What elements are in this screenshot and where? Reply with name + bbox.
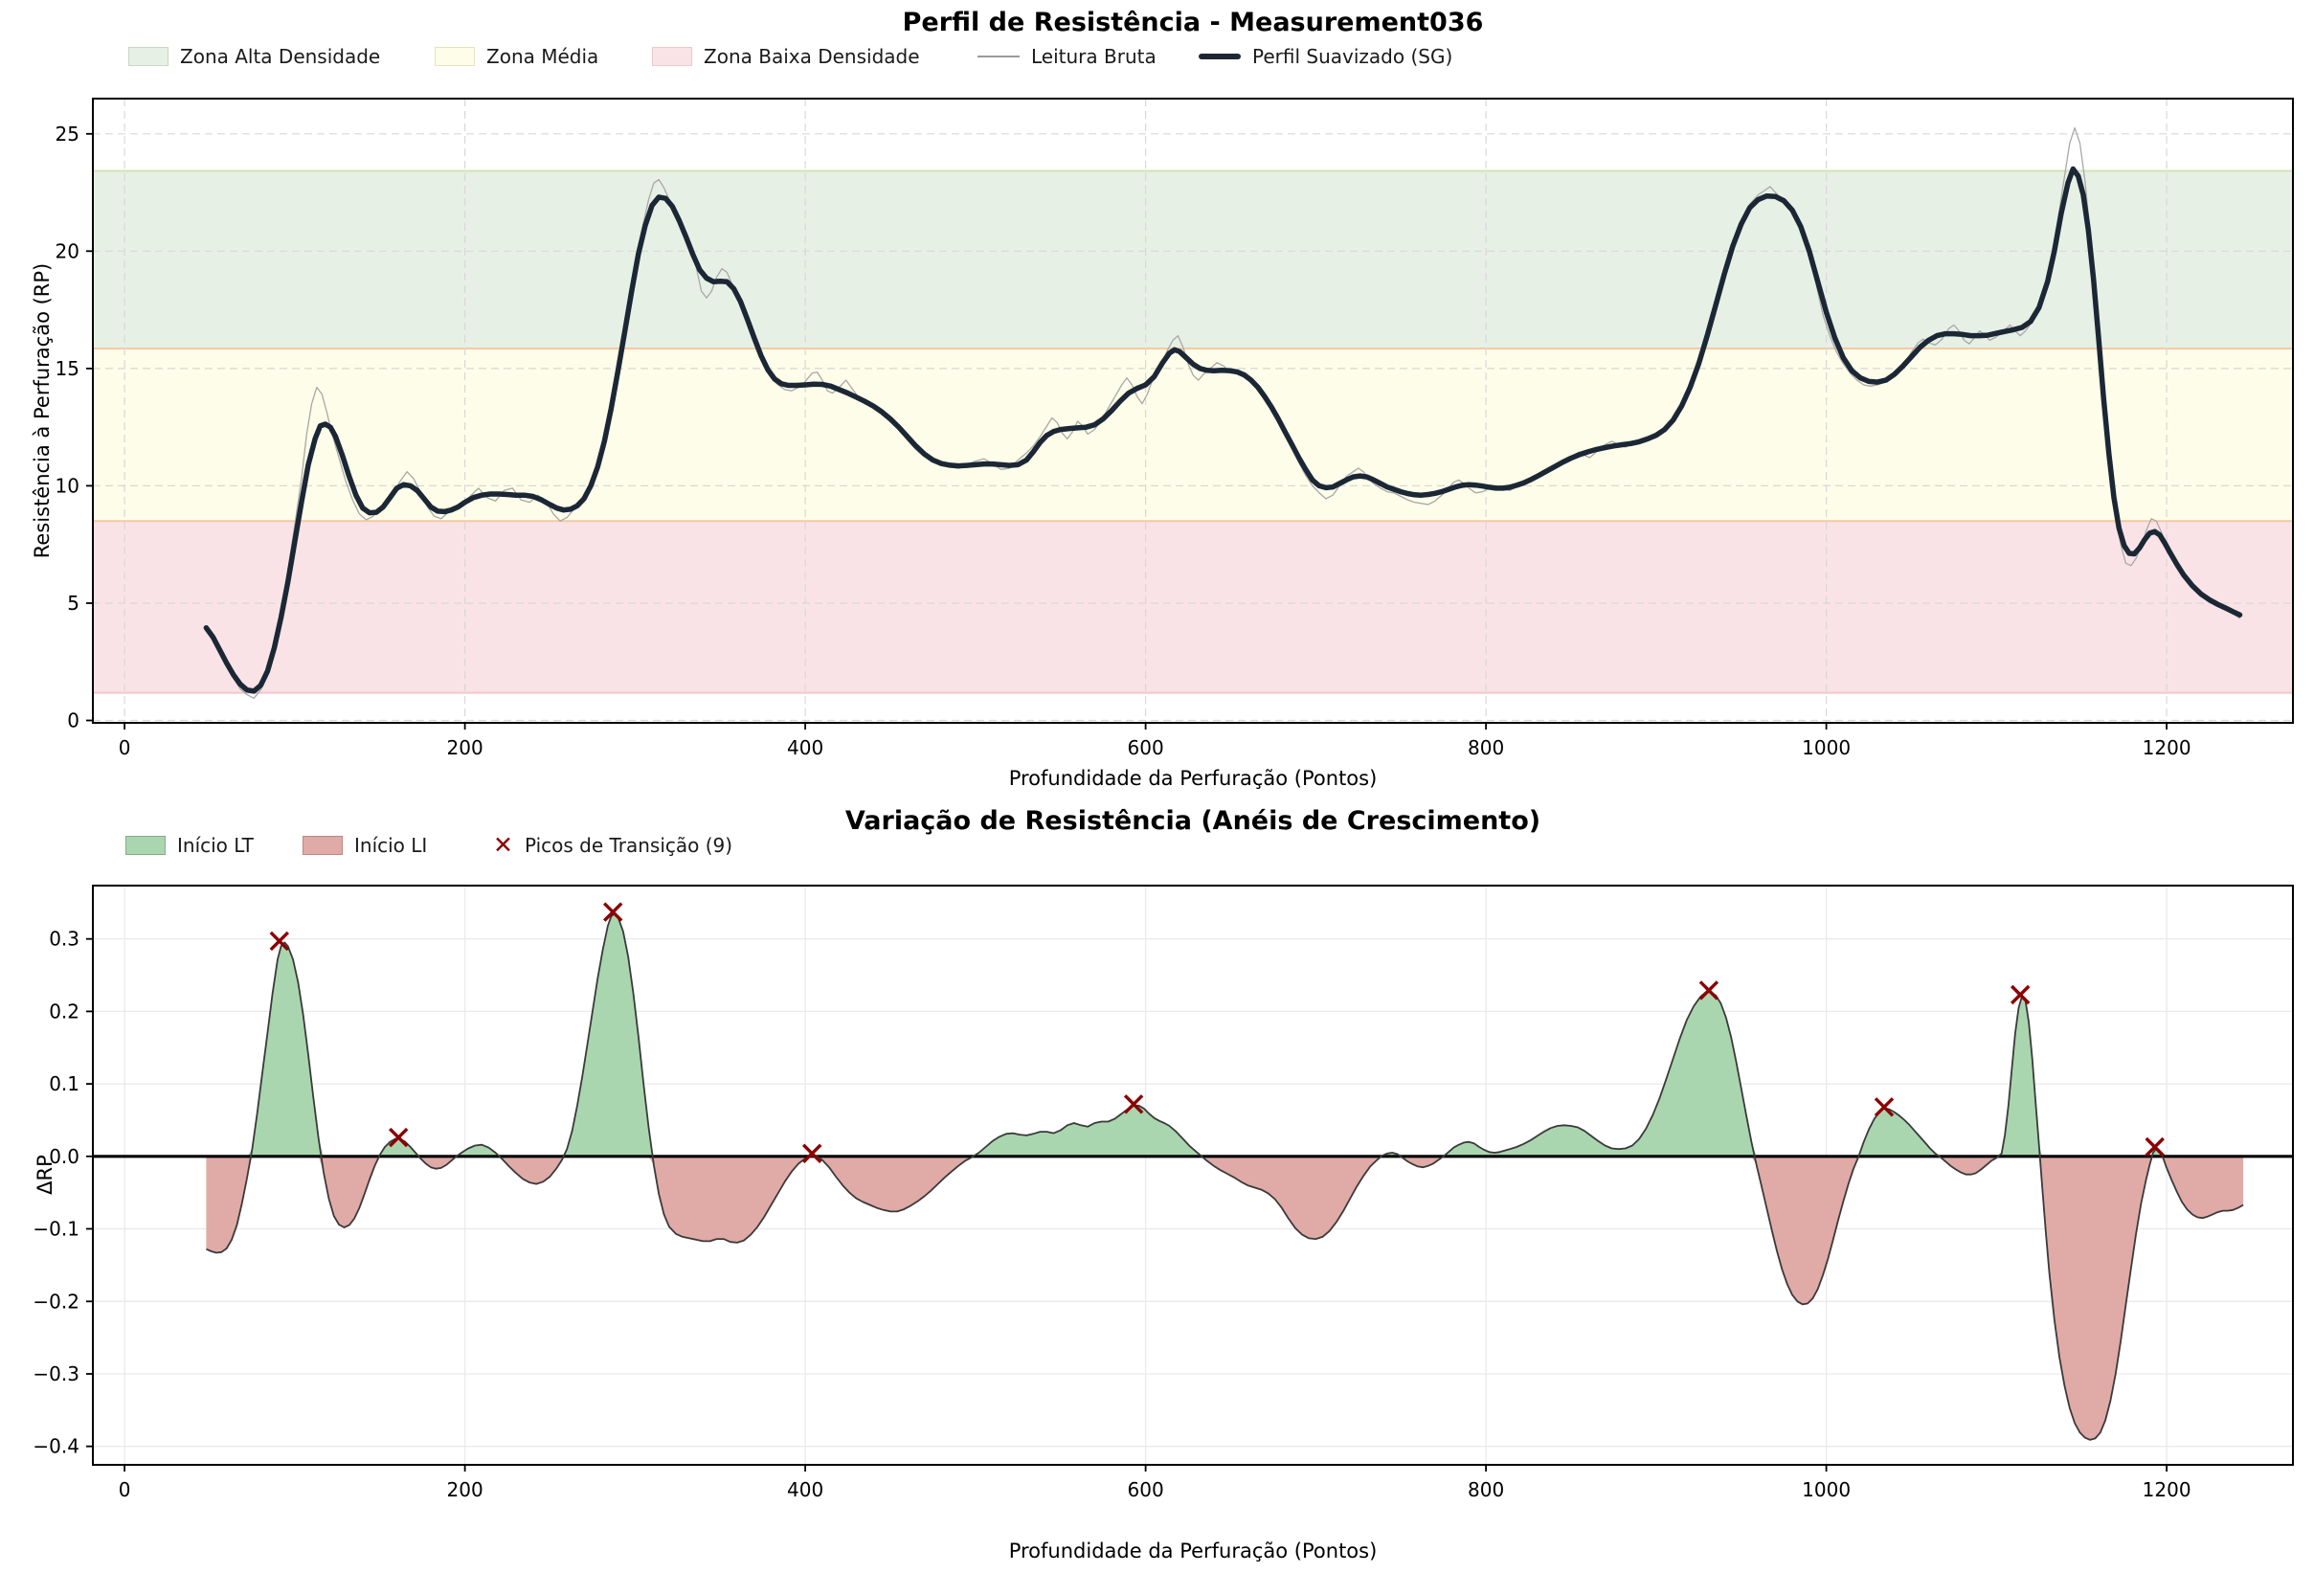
bottom-chart-title: Variação de Resistência (Anéis de Cresci… bbox=[844, 806, 1541, 836]
legend-label: Início LT bbox=[177, 834, 254, 857]
top-chart-title: Perfil de Resistência - Measurement036 bbox=[902, 8, 1484, 37]
svg-text:0.3: 0.3 bbox=[49, 928, 79, 951]
svg-text:25: 25 bbox=[56, 123, 79, 146]
inicio-li-swatch-icon bbox=[303, 836, 343, 855]
svg-text:400: 400 bbox=[787, 1478, 823, 1501]
grid bbox=[93, 886, 2293, 1465]
svg-text:0.2: 0.2 bbox=[49, 1000, 79, 1023]
legend-item-inicio-lt: Início LT bbox=[125, 833, 254, 858]
legend-item-leitura-bruta: Leitura Bruta bbox=[977, 44, 1157, 69]
series-delta-rp bbox=[206, 912, 2244, 1441]
svg-text:−0.4: −0.4 bbox=[33, 1435, 79, 1458]
legend-label: Perfil Suavizado (SG) bbox=[1252, 45, 1453, 68]
legend-item-zona-alta: Zona Alta Densidade bbox=[128, 44, 380, 69]
legend-item-zona-baixa: Zona Baixa Densidade bbox=[652, 44, 920, 69]
svg-text:1200: 1200 bbox=[2143, 1478, 2191, 1501]
svg-text:400: 400 bbox=[787, 736, 823, 759]
bottom-chart-plot-area: 0 200 400 600 800 1000 1200 0.3 0.2 0.1 0.0 −0.1 −0.… bbox=[33, 885, 2294, 1501]
inicio-lt-swatch-icon bbox=[125, 836, 166, 855]
bottom-chart-xlabel: Profundidade da Perfuração (Pontos) bbox=[1008, 1540, 1378, 1562]
legend-label: Zona Média bbox=[486, 45, 599, 68]
x-marker-icon: ✕ bbox=[493, 831, 513, 859]
tick-labels: 0 200 400 600 800 1000 1200 0 5 10 15 20 25 bbox=[56, 123, 2191, 759]
svg-text:0: 0 bbox=[67, 709, 79, 732]
density-zones bbox=[93, 169, 2293, 694]
svg-text:−0.2: −0.2 bbox=[33, 1290, 79, 1313]
series-perfil-suavizado-sg- bbox=[203, 166, 2243, 694]
legend-label: Picos de Transição (9) bbox=[524, 834, 733, 857]
svg-text:800: 800 bbox=[1468, 1478, 1504, 1501]
svg-text:0: 0 bbox=[119, 1478, 131, 1501]
legend-label: Zona Alta Densidade bbox=[180, 45, 381, 68]
legend-item-picos: ✕ Picos de Transição (9) bbox=[493, 833, 732, 858]
fill-inicio-li bbox=[206, 1156, 2244, 1440]
svg-text:600: 600 bbox=[1128, 736, 1164, 759]
legend-label: Zona Baixa Densidade bbox=[704, 45, 920, 68]
svg-text:1200: 1200 bbox=[2143, 736, 2191, 759]
svg-text:200: 200 bbox=[447, 736, 483, 759]
transition-peak-markers bbox=[269, 902, 2165, 1164]
svg-text:15: 15 bbox=[56, 357, 79, 380]
svg-text:10: 10 bbox=[56, 474, 79, 497]
svg-text:−0.1: −0.1 bbox=[33, 1218, 79, 1241]
zone-baixa-swatch-icon bbox=[652, 47, 692, 66]
legend-item-perfil-suavizado: Perfil Suavizado (SG) bbox=[1199, 44, 1452, 69]
legend-item-inicio-li: Início LI bbox=[303, 833, 427, 858]
svg-text:0.0: 0.0 bbox=[49, 1145, 79, 1168]
svg-text:0: 0 bbox=[119, 736, 131, 759]
raw-line-swatch-icon bbox=[977, 56, 1020, 57]
legend-label: Leitura Bruta bbox=[1031, 45, 1157, 68]
svg-text:600: 600 bbox=[1128, 1478, 1164, 1501]
tick-labels: 0 200 400 600 800 1000 1200 0.3 0.2 0.1 0.0 −0.1 −0.… bbox=[33, 928, 2190, 1501]
svg-text:0.1: 0.1 bbox=[49, 1072, 79, 1095]
svg-text:800: 800 bbox=[1468, 736, 1504, 759]
legend-label: Início LI bbox=[354, 834, 428, 857]
zone-media-swatch-icon bbox=[435, 47, 475, 66]
fill-inicio-lt bbox=[206, 913, 2244, 1157]
top-chart-plot-area: 0 200 400 600 800 1000 1200 0 5 10 15 20 25 bbox=[56, 98, 2294, 759]
svg-text:20: 20 bbox=[56, 239, 79, 262]
top-chart-ylabel: Resistência à Perfuração (RP) bbox=[31, 262, 54, 559]
svg-text:1000: 1000 bbox=[1802, 1478, 1851, 1501]
svg-text:5: 5 bbox=[67, 592, 79, 615]
svg-text:200: 200 bbox=[447, 1478, 483, 1501]
top-chart-xlabel: Profundidade da Perfuração (Pontos) bbox=[1008, 767, 1378, 790]
svg-text:1000: 1000 bbox=[1802, 736, 1851, 759]
svg-text:−0.3: −0.3 bbox=[33, 1362, 79, 1385]
bottom-chart-ylabel: ΔRP bbox=[34, 1155, 56, 1195]
zone-alta-swatch-icon bbox=[128, 47, 168, 66]
smoothed-line-swatch-icon bbox=[1199, 54, 1241, 59]
grid bbox=[93, 99, 2293, 723]
legend-item-zona-media: Zona Média bbox=[435, 44, 598, 69]
